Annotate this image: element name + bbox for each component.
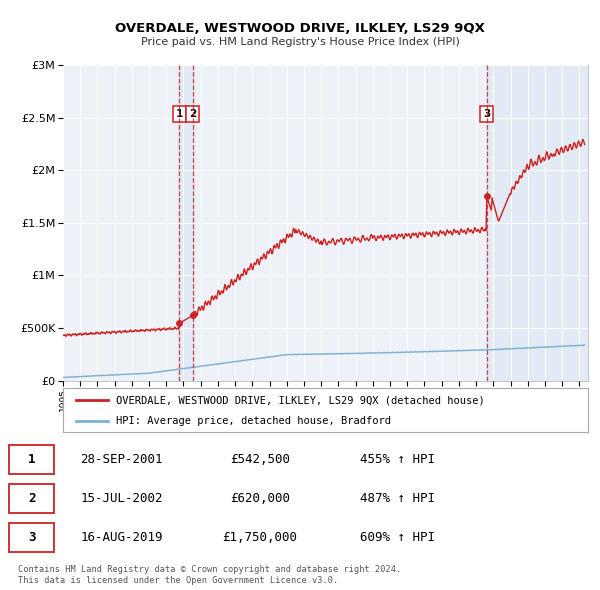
Text: OVERDALE, WESTWOOD DRIVE, ILKLEY, LS29 9QX: OVERDALE, WESTWOOD DRIVE, ILKLEY, LS29 9…: [115, 22, 485, 35]
Text: 2: 2: [28, 491, 35, 505]
Text: 609% ↑ HPI: 609% ↑ HPI: [361, 530, 436, 544]
Text: 3: 3: [483, 109, 490, 119]
Text: 16-AUG-2019: 16-AUG-2019: [80, 530, 163, 544]
Text: 3: 3: [28, 530, 35, 544]
FancyBboxPatch shape: [9, 523, 54, 552]
Text: £542,500: £542,500: [230, 453, 290, 466]
Text: This data is licensed under the Open Government Licence v3.0.: This data is licensed under the Open Gov…: [18, 576, 338, 585]
Text: OVERDALE, WESTWOOD DRIVE, ILKLEY, LS29 9QX (detached house): OVERDALE, WESTWOOD DRIVE, ILKLEY, LS29 9…: [115, 395, 484, 405]
Text: £620,000: £620,000: [230, 491, 290, 505]
Text: £1,750,000: £1,750,000: [222, 530, 297, 544]
Text: 1: 1: [28, 453, 35, 466]
Text: Contains HM Land Registry data © Crown copyright and database right 2024.: Contains HM Land Registry data © Crown c…: [18, 565, 401, 574]
Text: 15-JUL-2002: 15-JUL-2002: [80, 491, 163, 505]
FancyBboxPatch shape: [9, 484, 54, 513]
Text: Price paid vs. HM Land Registry's House Price Index (HPI): Price paid vs. HM Land Registry's House …: [140, 37, 460, 47]
Text: 28-SEP-2001: 28-SEP-2001: [80, 453, 163, 466]
Text: 2: 2: [189, 109, 196, 119]
Bar: [178, 65, 194, 381]
Text: 455% ↑ HPI: 455% ↑ HPI: [361, 453, 436, 466]
Text: 487% ↑ HPI: 487% ↑ HPI: [361, 491, 436, 505]
Text: HPI: Average price, detached house, Bradford: HPI: Average price, detached house, Brad…: [115, 416, 391, 426]
FancyBboxPatch shape: [9, 445, 54, 474]
Text: 1: 1: [176, 109, 183, 119]
Bar: [486, 65, 588, 381]
